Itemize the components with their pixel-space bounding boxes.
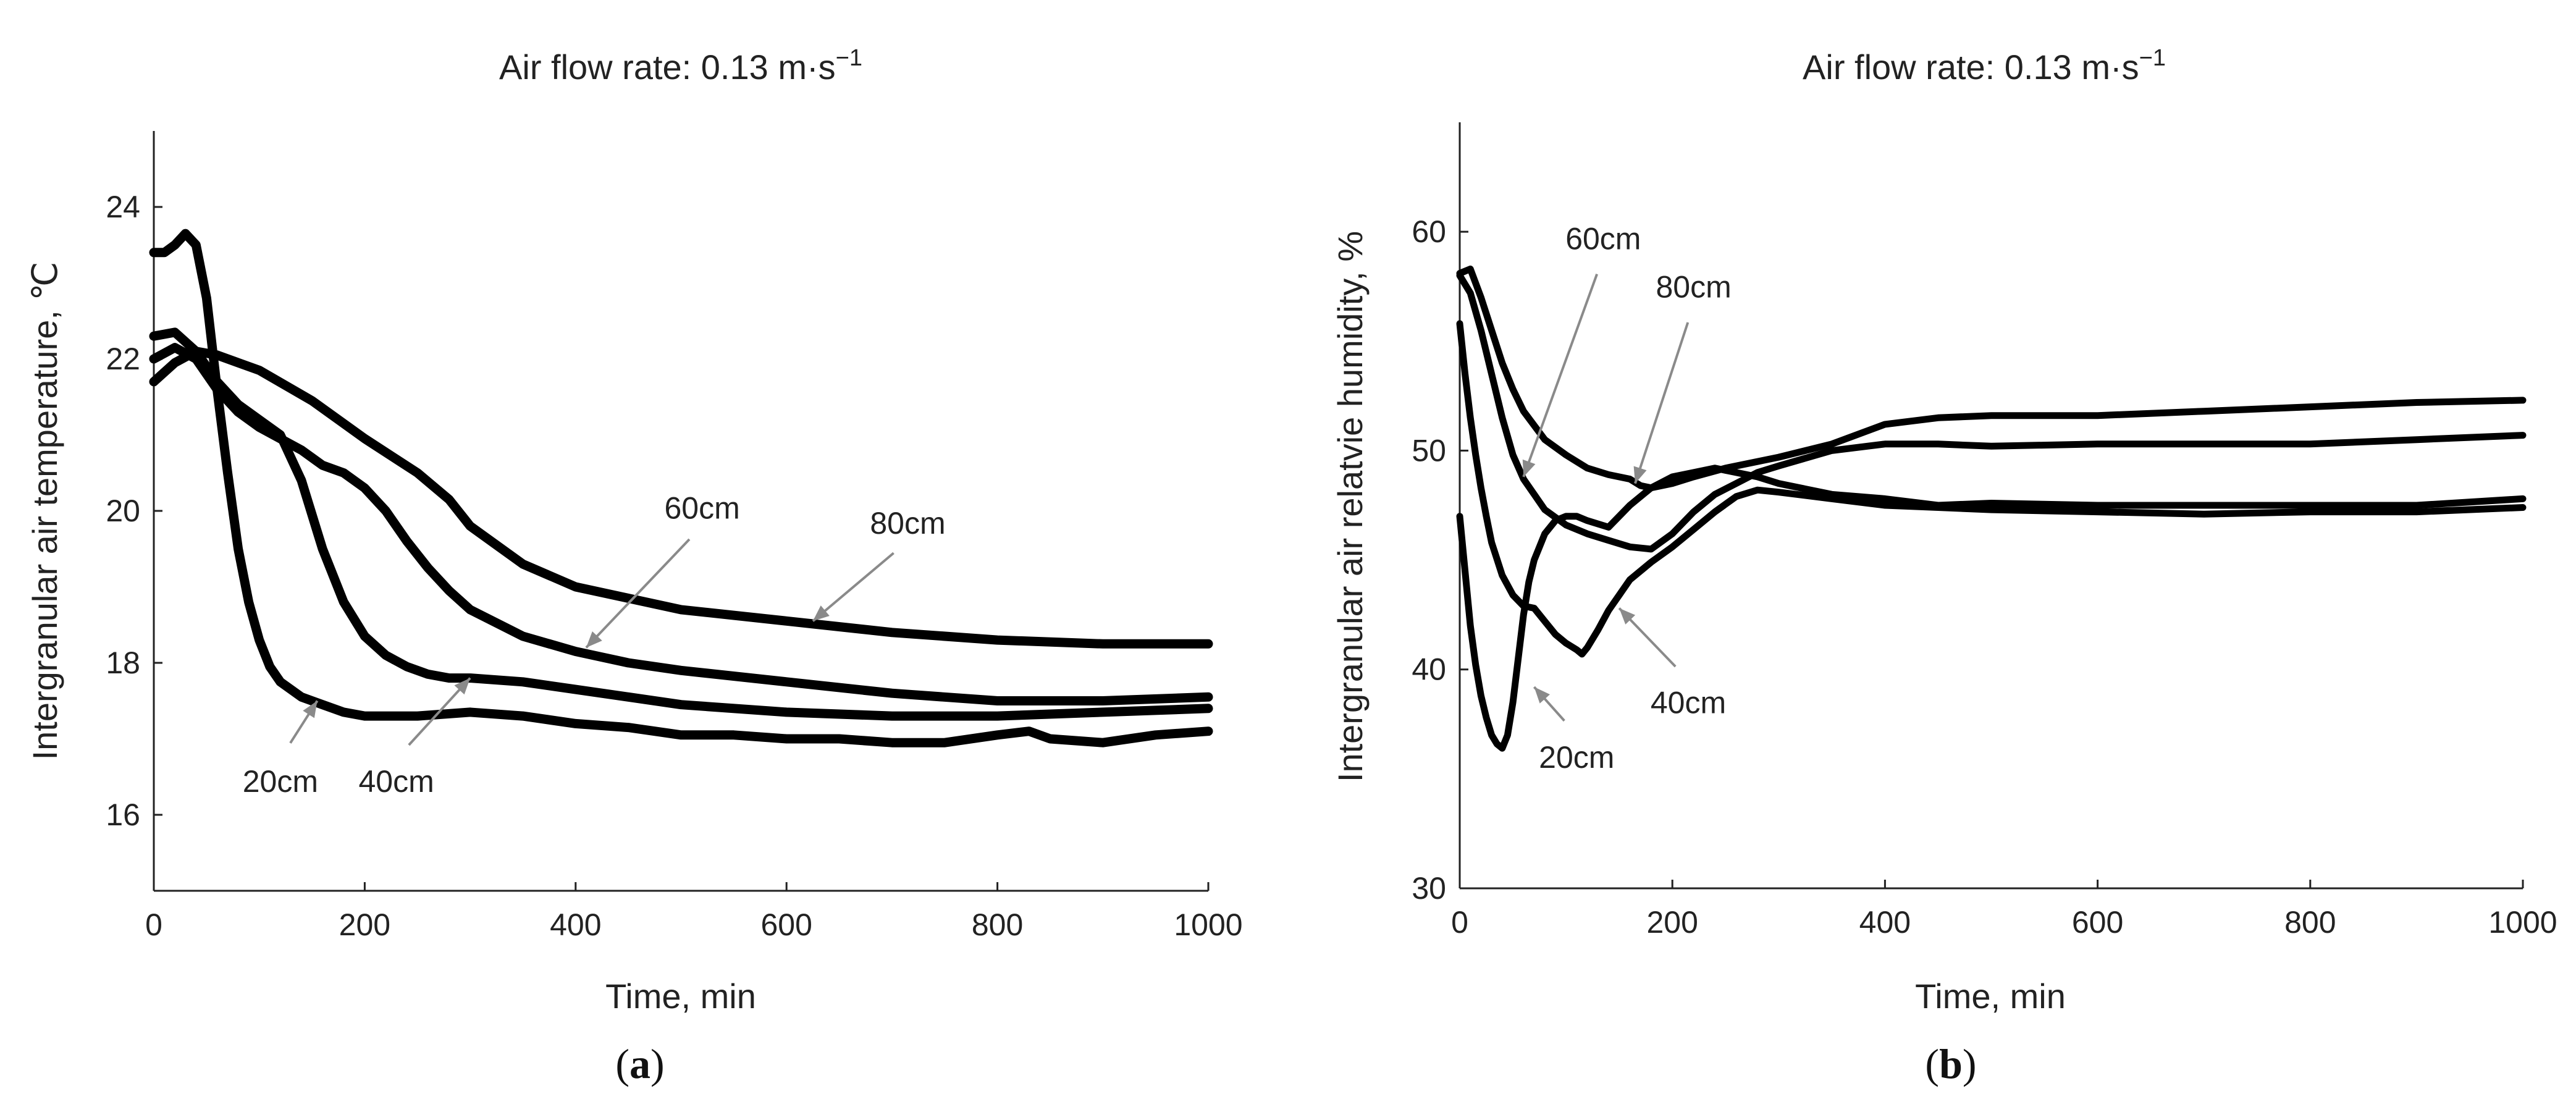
panel-b-series-80cm [1456, 265, 2527, 492]
panel-a-annotation-arrow [585, 538, 691, 649]
panel-a-y-tick-label: 18 [106, 646, 140, 680]
panel-b-series-60cm [1456, 272, 2527, 553]
panel-a-x-tick-label: 600 [760, 907, 812, 942]
panel-a-series-60cm [149, 343, 1213, 705]
panel-a-annotation-label: 80cm [870, 506, 945, 541]
panel-b-title: Air flow rate: 0.13 m·s−1 [1803, 45, 2166, 86]
panel-a-annotation-label: 60cm [665, 490, 740, 525]
panel-b-series [1456, 265, 2527, 752]
panel-b-annotation-arrowhead [1534, 687, 1550, 704]
panel-a-chart: Air flow rate: 0.13 m·s−1 0 200 400 600 800 1… [25, 45, 1243, 1087]
panel-a-x-label: Time, min [605, 977, 756, 1016]
panel-b-annotation-label: 40cm [1651, 686, 1726, 720]
panel-b-y-tick-label: 40 [1412, 652, 1446, 687]
panel-a-y-tick-label: 22 [106, 342, 140, 376]
panel-a-y-tick-label: 16 [106, 798, 140, 832]
panel-a-x-tick-label: 200 [339, 907, 390, 942]
panel-b-x-tick-label: 200 [1646, 905, 1698, 940]
panel-a-y-tick-label: 24 [106, 190, 140, 224]
panel-a-annotation-arrowhead [454, 678, 471, 695]
panel-a-caption: (a) [615, 1040, 664, 1087]
panel-b-annotation-label: 60cm [1565, 221, 1641, 256]
panel-a-title: Air flow rate: 0.13 m·s−1 [499, 45, 862, 86]
panel-b-y-tick-label: 30 [1412, 871, 1446, 906]
panel-b-annotation-arrowhead [1633, 466, 1647, 484]
panel-b-annotation-label: 20cm [1539, 740, 1614, 775]
panel-a-x-tick-label: 0 [145, 907, 162, 942]
panel-b-x-label: Time, min [1915, 977, 2066, 1016]
panel-a-y-label: Intergranular air temperature, ℃ [25, 262, 64, 760]
panel-b-annotation-arrowhead [1522, 459, 1536, 477]
panel-b-y-tick-label: 50 [1412, 433, 1446, 468]
panel-a-x-tick-label: 800 [972, 907, 1023, 942]
panel-b-series-40cm [1456, 320, 2527, 658]
panel-b-y-tick-label: 60 [1412, 214, 1446, 249]
panel-b-annotation-arrowhead [1619, 608, 1636, 625]
panel-a-annotation-label: 20cm [243, 764, 318, 799]
panel-a-ticks: 0 200 400 600 800 1000 16 18 20 22 24 [106, 190, 1242, 942]
panel-a-annotations: 20cm 40cm 60cm 80cm [243, 490, 946, 799]
panel-b-ticks: 0 200 400 600 800 1000 30 40 50 60 [1412, 214, 2557, 940]
panel-a-series-80cm [149, 347, 1213, 649]
panel-b-chart: Air flow rate: 0.13 m·s−1 0 200 400 600 800 1… [1331, 45, 2557, 1087]
panel-a-series-20cm [149, 229, 1213, 747]
panel-a-series [149, 229, 1213, 747]
panel-a-annotation-label: 40cm [358, 764, 434, 799]
panel-b-annotations: 20cm 40cm 60cm 80cm [1522, 221, 1732, 775]
panel-b-caption: (b) [1925, 1040, 1976, 1087]
panel-a-annotation-arrowhead [303, 701, 318, 718]
panel-b-x-tick-label: 800 [2284, 905, 2336, 940]
panel-b-x-tick-label: 0 [1451, 905, 1468, 940]
panel-a-annotation-arrowhead [812, 605, 830, 621]
panel-b-y-label: Intergranular air relatvie humidity, % [1331, 231, 1370, 782]
panel-a-y-tick-label: 20 [106, 494, 140, 528]
panel-b-annotation-arrow [1634, 322, 1690, 484]
panel-b-annotation-arrow [1522, 274, 1599, 478]
panel-a-x-tick-label: 400 [550, 907, 601, 942]
panel-b-x-tick-label: 600 [2072, 905, 2123, 940]
panel-b-x-tick-label: 1000 [2488, 905, 2557, 940]
panel-a-annotation-arrow [812, 552, 894, 622]
panel-b-x-tick-label: 400 [1859, 905, 1911, 940]
panel-a-annotation-arrowhead [586, 631, 602, 648]
panel-a-series-40cm [149, 327, 1213, 721]
panel-a-x-tick-label: 1000 [1174, 907, 1242, 942]
panel-b-annotation-label: 80cm [1656, 269, 1731, 304]
